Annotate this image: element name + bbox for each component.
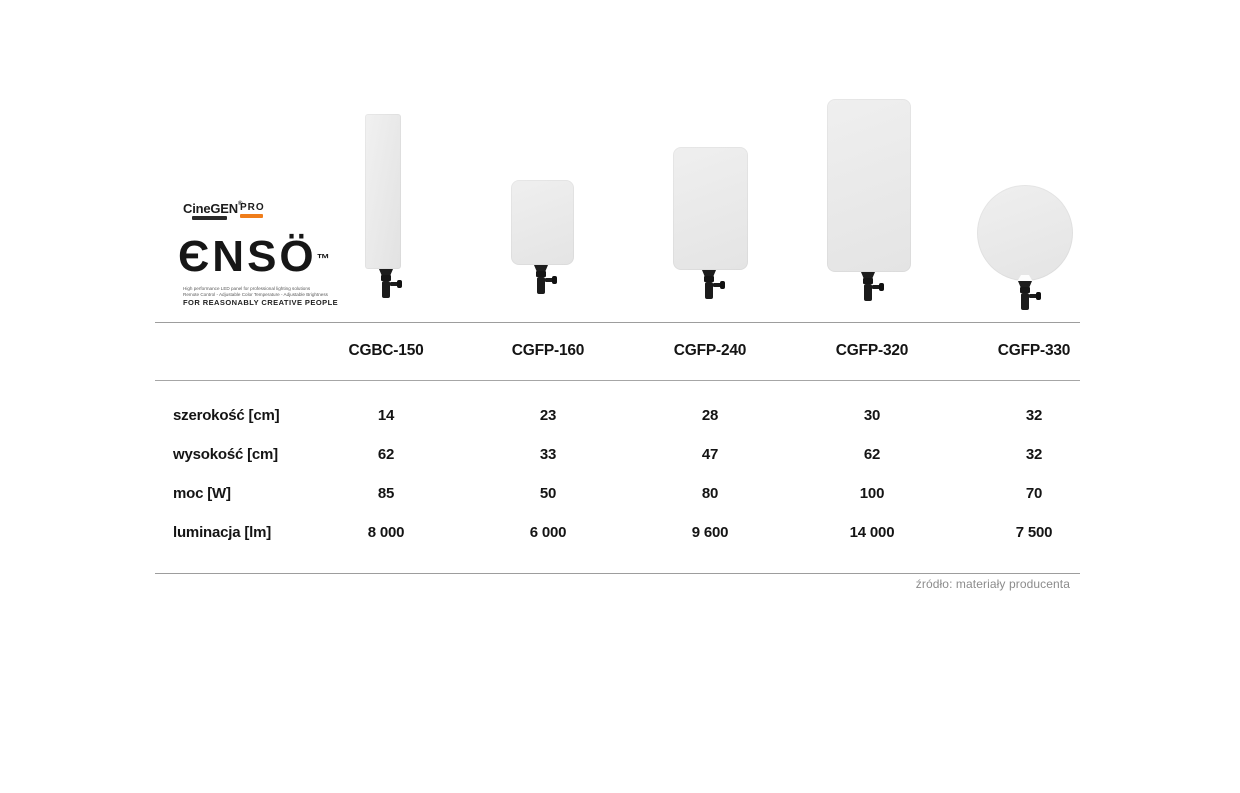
tagline-line-1: High performance LED panel for professio… (183, 286, 311, 291)
enso-logo: ЄNSÖ™ (178, 234, 330, 280)
table-cell: 32 (1025, 407, 1043, 424)
pro-accent-bar (240, 214, 263, 218)
table-cell: 6 000 (529, 524, 567, 541)
registered-mark: ® (237, 201, 243, 207)
led-panel-image (673, 147, 748, 270)
column-header-cgbc-150: CGBC-150 (348, 342, 424, 359)
table-cell: 50 (539, 485, 557, 502)
column-header-cgfp-320: CGFP-320 (835, 342, 909, 359)
light-stand-mount (853, 272, 884, 303)
table-cell: 70 (1025, 485, 1043, 502)
light-stand-mount (526, 265, 557, 296)
led-panel-image (827, 99, 911, 272)
table-cell: 33 (539, 446, 557, 463)
table-cell: 47 (701, 446, 719, 463)
table-bottom-rule (155, 573, 1080, 574)
table-cell: 8 000 (367, 524, 405, 541)
table-cell: 14 000 (849, 524, 895, 541)
header-gap (155, 380, 1115, 396)
table-cell: 100 (859, 485, 885, 502)
table-cell: 14 (377, 407, 395, 424)
brand-block: CineGEN® PRO ЄNSÖ™ High performance LED … (178, 200, 360, 307)
light-stand-mount (371, 269, 402, 300)
led-panel-image (977, 185, 1073, 281)
table-top-rule (155, 322, 1080, 323)
column-header-cgfp-330: CGFP-330 (997, 342, 1071, 359)
cinegen-wordmark: CineGEN (183, 201, 238, 216)
trademark-mark: ™ (316, 251, 330, 266)
spec-table: CGBC-150 CGFP-160 CGFP-240 CGFP-320 CGFP… (155, 322, 1117, 552)
table-header-rule (155, 380, 1080, 381)
table-cell: 9 600 (691, 524, 729, 541)
row-label-power: moc [W] (173, 485, 231, 502)
header-empty-cell (155, 322, 305, 380)
table-cell: 80 (701, 485, 719, 502)
table-cell: 30 (863, 407, 881, 424)
row-label-width: szerokość [cm] (173, 407, 280, 424)
led-panel-image (511, 180, 574, 265)
table-cell: 62 (377, 446, 395, 463)
row-label-height: wysokość [cm] (173, 446, 278, 463)
pro-label: PRO (240, 202, 265, 213)
cinegen-tagline-bar (192, 216, 227, 220)
brand-motto: FOR REASONABLY CREATIVE PEOPLE (183, 298, 339, 307)
source-note: źródło: materiały producenta (915, 577, 1070, 591)
table-cell: 85 (377, 485, 395, 502)
mount-bracket-white (1016, 275, 1034, 282)
table-cell: 32 (1025, 446, 1043, 463)
column-header-cgfp-160: CGFP-160 (511, 342, 585, 359)
table-cell: 62 (863, 446, 881, 463)
table-cell: 23 (539, 407, 557, 424)
cinegen-logo: CineGEN® (183, 201, 242, 216)
brand-row: CineGEN® PRO (180, 200, 360, 224)
column-header-cgfp-240: CGFP-240 (673, 342, 747, 359)
table-cell: 7 500 (1015, 524, 1053, 541)
enso-wordmark: ЄNSÖ (178, 232, 317, 281)
table-cell: 28 (701, 407, 719, 424)
led-panel-image (365, 114, 401, 269)
light-stand-mount (1010, 281, 1041, 312)
light-stand-mount (694, 270, 725, 301)
tagline-line-2: Remote Control - Adjustable Color Temper… (183, 291, 328, 297)
row-label-luminance: luminacja [lm] (173, 524, 272, 541)
